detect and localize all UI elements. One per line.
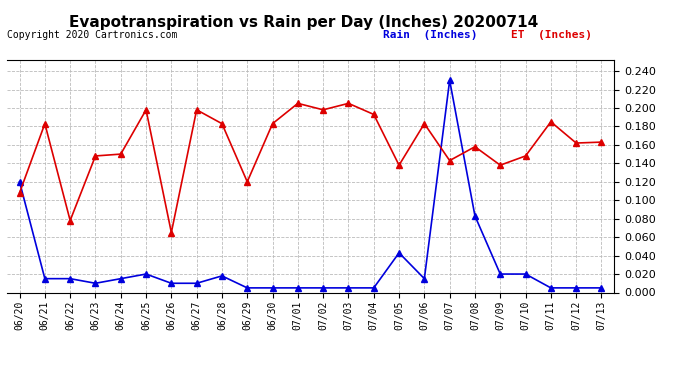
ET  (Inches) <box>66 218 75 223</box>
Rain  (Inches) <box>395 251 403 255</box>
ET  (Inches) <box>117 152 125 156</box>
ET  (Inches) <box>572 141 580 145</box>
Rain  (Inches) <box>420 276 428 281</box>
ET  (Inches) <box>142 108 150 112</box>
Rain  (Inches) <box>546 286 555 290</box>
ET  (Inches) <box>546 120 555 124</box>
ET  (Inches) <box>41 122 49 126</box>
ET  (Inches) <box>268 122 277 126</box>
ET  (Inches) <box>193 108 201 112</box>
Rain  (Inches) <box>167 281 175 285</box>
Rain  (Inches) <box>496 272 504 276</box>
Rain  (Inches) <box>218 274 226 278</box>
Text: Evapotranspiration vs Rain per Day (Inches) 20200714: Evapotranspiration vs Rain per Day (Inch… <box>69 15 538 30</box>
ET  (Inches) <box>91 154 99 158</box>
ET  (Inches) <box>446 158 454 163</box>
ET  (Inches) <box>395 163 403 167</box>
ET  (Inches) <box>370 112 378 117</box>
ET  (Inches) <box>294 101 302 106</box>
Rain  (Inches) <box>598 286 606 290</box>
ET  (Inches) <box>319 108 327 112</box>
Rain  (Inches) <box>243 286 251 290</box>
ET  (Inches) <box>522 154 530 158</box>
ET  (Inches) <box>496 163 504 167</box>
Rain  (Inches) <box>66 276 75 281</box>
ET  (Inches) <box>15 190 23 195</box>
Rain  (Inches) <box>446 78 454 82</box>
Rain  (Inches) <box>15 180 23 184</box>
Rain  (Inches) <box>522 272 530 276</box>
Rain  (Inches) <box>471 214 479 218</box>
Line: Rain  (Inches): Rain (Inches) <box>17 78 604 291</box>
Rain  (Inches) <box>294 286 302 290</box>
Rain  (Inches) <box>344 286 353 290</box>
ET  (Inches) <box>243 180 251 184</box>
Rain  (Inches) <box>91 281 99 285</box>
Rain  (Inches) <box>370 286 378 290</box>
ET  (Inches) <box>598 140 606 144</box>
ET  (Inches) <box>344 101 353 106</box>
Rain  (Inches) <box>319 286 327 290</box>
ET  (Inches) <box>471 144 479 149</box>
ET  (Inches) <box>420 122 428 126</box>
ET  (Inches) <box>218 122 226 126</box>
Rain  (Inches) <box>41 276 49 281</box>
Rain  (Inches) <box>193 281 201 285</box>
Rain  (Inches) <box>117 276 125 281</box>
Line: ET  (Inches): ET (Inches) <box>17 100 604 235</box>
Text: Copyright 2020 Cartronics.com: Copyright 2020 Cartronics.com <box>7 30 177 40</box>
Rain  (Inches) <box>572 286 580 290</box>
Rain  (Inches) <box>268 286 277 290</box>
Text: ET  (Inches): ET (Inches) <box>511 30 592 40</box>
ET  (Inches) <box>167 230 175 235</box>
Rain  (Inches) <box>142 272 150 276</box>
Text: Rain  (Inches): Rain (Inches) <box>384 30 478 40</box>
